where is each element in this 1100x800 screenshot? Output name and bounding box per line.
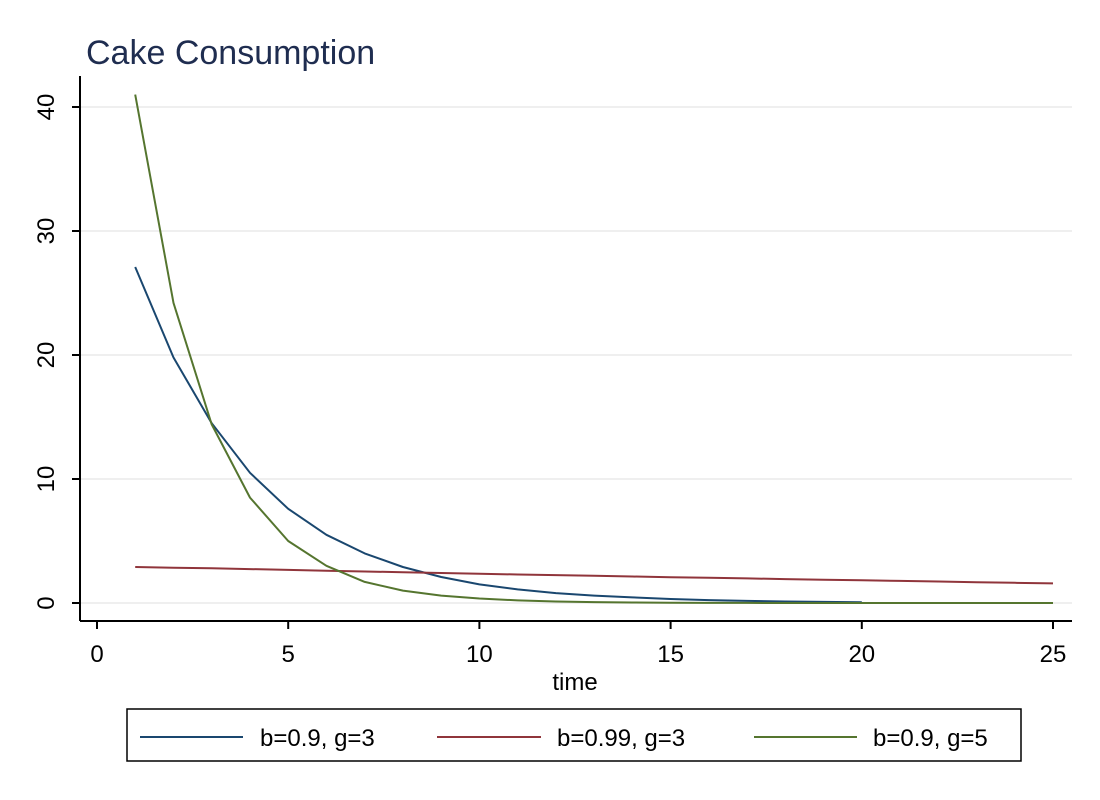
- series-line-2: [135, 566, 1054, 585]
- x-tick-label: 0: [90, 641, 103, 668]
- x-tick-label: 20: [848, 641, 875, 668]
- y-tick-label: 10: [33, 466, 60, 493]
- axes: 0 10 20 30 40 0 5 10 15 20 25: [33, 76, 1072, 668]
- series-group: [134, 94, 1054, 604]
- x-axis-title: time: [552, 669, 597, 696]
- series-line-1: [134, 266, 862, 604]
- y-tick-label: 30: [33, 218, 60, 245]
- x-tick-label: 10: [466, 641, 493, 668]
- legend-label-2: b=0.99, g=3: [557, 725, 685, 752]
- y-tick-label: 0: [33, 596, 60, 609]
- y-tick-label: 20: [33, 342, 60, 369]
- legend-label-3: b=0.9, g=5: [873, 725, 988, 752]
- series-line-3: [134, 94, 1053, 604]
- legend-label-1: b=0.9, g=3: [260, 725, 375, 752]
- chart-title: Cake Consumption: [86, 34, 375, 72]
- y-tick-label: 40: [33, 94, 60, 121]
- x-tick-label: 15: [657, 641, 684, 668]
- x-tick-label: 25: [1040, 641, 1067, 668]
- x-tick-label: 5: [282, 641, 295, 668]
- legend-box: [126, 708, 1022, 762]
- legend: b=0.9, g=3 b=0.99, g=3 b=0.9, g=5: [126, 708, 1022, 762]
